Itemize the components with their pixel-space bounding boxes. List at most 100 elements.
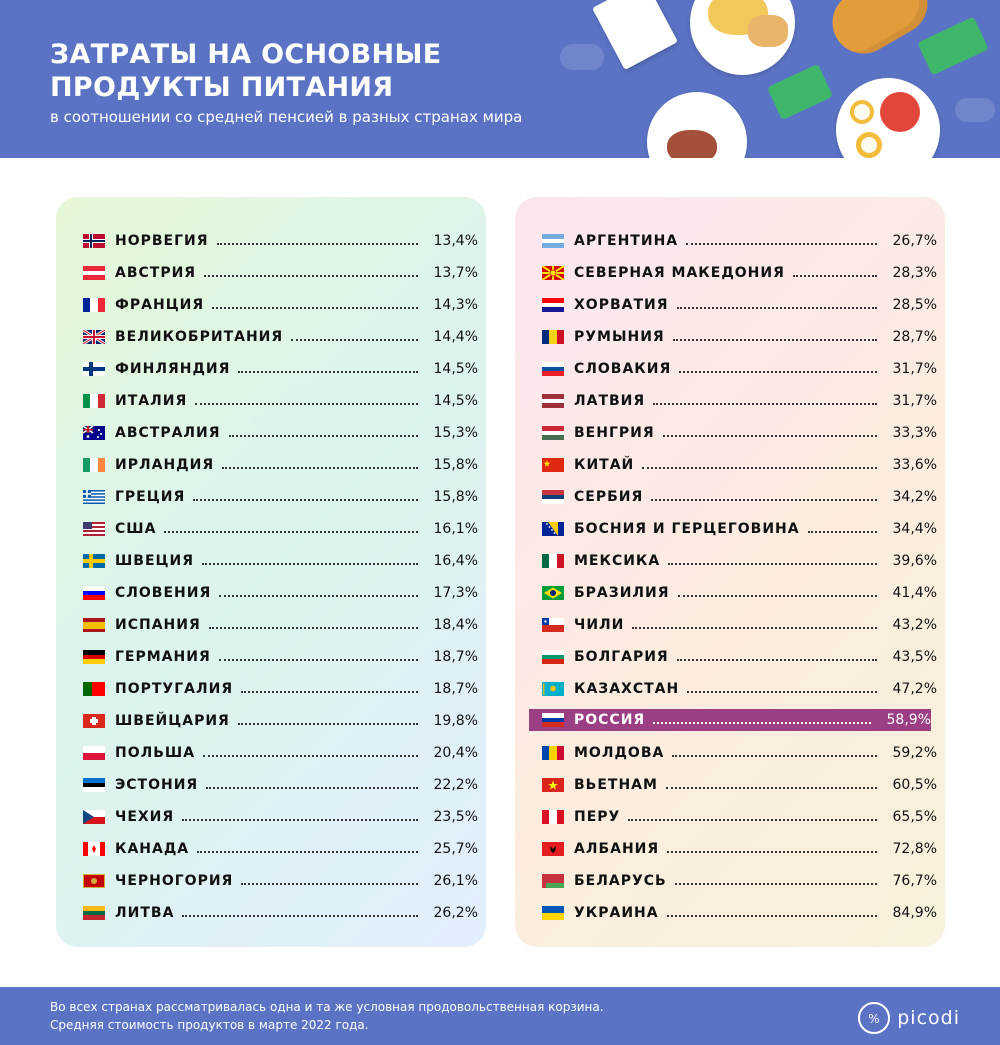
flag-sweden-icon [83,554,105,568]
country-name: КАНАДА [115,841,190,857]
flag-australia-icon [82,425,105,440]
flag-switzerland-icon [83,714,105,728]
country-name: НОРВЕГИЯ [115,233,209,249]
data-label: 15,8% [433,457,478,473]
flag-spain-icon [83,618,105,632]
table-row: ИТАЛИЯ 14,5% [83,389,478,413]
dot-leader [807,531,877,533]
country-name: СЕВЕРНАЯ МАКЕДОНИЯ [574,265,785,281]
dot-leader [686,243,877,245]
table-row: МОЛДОВА 59,2% [542,741,937,765]
data-label: 19,8% [433,713,478,729]
dot-leader [237,723,418,725]
data-label: 18,7% [433,649,478,665]
data-label: 34,2% [892,489,937,505]
data-label: 14,3% [433,297,478,313]
dot-leader [642,467,877,469]
dot-leader [182,819,418,821]
right-column-panel: АРГЕНТИНА 26,7% СЕВЕРНАЯ МАКЕДОНИЯ 28,3% ХОР… [515,197,945,947]
data-label: 26,7% [892,233,937,249]
flag-czechia-icon [83,810,105,824]
flag-russia-icon [542,713,564,728]
dot-leader [291,339,418,341]
data-label: 43,5% [892,649,937,665]
country-name: ПОЛЬША [115,745,196,761]
footer: Во всех странах рассматривалась одна и т… [0,987,1000,1045]
dot-leader [792,275,877,277]
data-label: 59,2% [892,745,937,761]
table-row: КАЗАХСТАН 47,2% [542,677,937,701]
plate-eggs-icon [836,78,940,158]
country-name: БОСНИЯ И ГЕРЦЕГОВИНА [574,521,800,537]
banknote-icon [767,63,833,121]
dot-leader [679,371,877,373]
data-label: 65,5% [892,809,937,825]
flag-france-icon [83,298,105,312]
dot-leader [208,627,418,629]
data-label: 76,7% [892,873,937,889]
title-line-2: ПРОДУКТЫ ПИТАНИЯ [50,72,394,103]
flag-portugal-icon [83,682,105,696]
data-label: 25,7% [433,841,478,857]
table-row: ПОЛЬША 20,4% [83,741,478,765]
flag-bosnia-icon [542,522,564,536]
table-row: ХОРВАТИЯ 28,5% [542,293,937,317]
table-row: ВЕЛИКОБРИТАНИЯ 14,4% [82,325,478,349]
country-name: АРГЕНТИНА [574,233,679,249]
flag-albania-icon [542,842,564,856]
country-name: АВСТРИЯ [115,265,197,281]
data-label: 31,7% [892,393,937,409]
flag-romania-icon [542,330,564,344]
flag-uk-icon [82,328,106,346]
table-row: МЕКСИКА 39,6% [542,549,937,573]
country-name: УКРАИНА [574,905,659,921]
data-label: 84,9% [892,905,937,921]
data-label: 18,4% [433,617,478,633]
dot-leader [218,659,418,661]
country-name: ЧЕХИЯ [115,809,175,825]
picodi-logo[interactable]: % picodi [857,1001,960,1035]
flag-canada-icon [83,842,105,856]
data-label: 41,4% [892,585,937,601]
table-row: АЛБАНИЯ 72,8% [542,837,937,861]
country-name: СЛОВАКИЯ [574,361,672,377]
dot-leader [674,883,877,885]
data-label: 47,2% [892,681,937,697]
flag-latvia-icon [542,394,564,409]
svg-text:%: % [869,1012,880,1026]
left-column-panel: НОРВЕГИЯ 13,4% АВСТРИЯ 13,7% ФРАНЦИЯ 14,3% ВЕЛ… [56,197,486,947]
bread-icon [821,0,939,65]
flag-slovakia-icon [542,362,564,377]
table-row: КИТАЙ 33,6% [542,453,937,477]
dot-leader [206,787,418,789]
dot-leader [197,851,418,853]
table-row: КАНАДА 25,7% [83,837,478,861]
data-label: 20,4% [433,745,478,761]
flag-belarus-icon [542,874,564,888]
country-name: ГРЕЦИЯ [115,489,186,505]
flag-bulgaria-icon [542,650,564,665]
dot-leader [228,435,418,437]
data-label: 72,8% [892,841,937,857]
dot-leader [665,787,877,789]
data-label: 15,8% [433,489,478,505]
flag-kazakhstan-icon [542,682,564,696]
logo-text: picodi [897,1007,960,1029]
flag-norway-icon [83,234,105,248]
dot-leader [195,403,418,405]
dot-leader [632,627,877,629]
country-name: ВЕЛИКОБРИТАНИЯ [115,329,284,345]
table-row: ЧИЛИ 43,2% [542,613,937,637]
table-row: ФИНЛЯНДИЯ 14,5% [83,357,478,381]
cloud-dollar-icon [955,98,995,122]
table-row: ВЕНГРИЯ 33,3% [542,421,937,445]
table-row: ШВЕЙЦАРИЯ 19,8% [83,709,478,733]
dot-leader [687,691,877,693]
table-row: США 16,1% [83,517,478,541]
country-name: РОССИЯ [574,712,646,728]
flag-serbia-icon [542,490,564,505]
header-banner: ЗАТРАТЫ НА ОСНОВНЫЕ ПРОДУКТЫ ПИТАНИЯ в с… [0,0,1000,158]
flag-chile-icon [542,618,564,632]
table-row: ШВЕЦИЯ 16,4% [83,549,478,573]
data-label: 23,5% [433,809,478,825]
